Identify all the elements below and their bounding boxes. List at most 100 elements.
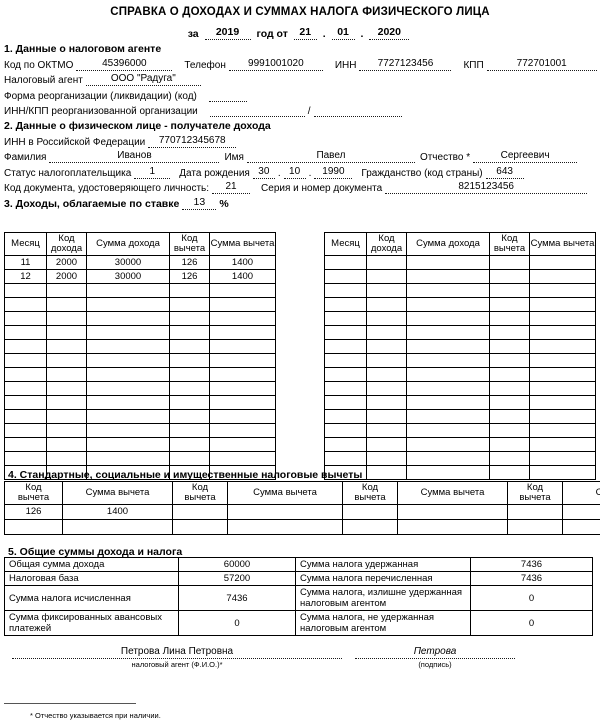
table-cell[interactable] [366,269,407,284]
table-row[interactable] [4,381,276,396]
table-row[interactable]: 126 1400 [4,504,600,520]
table-row[interactable] [4,311,276,326]
table-cell[interactable] [324,353,367,368]
table-cell[interactable] [366,451,407,466]
table-cell[interactable]: 30000 [86,255,170,270]
table-cell[interactable] [529,297,596,312]
taxpayer-status-field[interactable]: 1 [134,166,171,179]
table-cell[interactable] [209,339,276,354]
table-cell[interactable]: 1400 [209,255,276,270]
table-cell[interactable] [46,367,87,382]
table-row[interactable] [4,283,276,298]
table-cell[interactable] [489,381,530,396]
table-cell[interactable] [4,367,47,382]
table-cell[interactable] [406,269,490,284]
table-cell[interactable] [489,465,530,480]
totals-left-value[interactable]: 60000 [178,557,296,572]
table-cell[interactable]: 2000 [46,269,87,284]
table-row[interactable] [324,367,596,382]
table-cell[interactable] [169,283,210,298]
totals-left-value[interactable]: 0 [178,610,296,636]
table-cell[interactable] [324,297,367,312]
table-cell[interactable] [489,255,530,270]
table-cell[interactable] [46,437,87,452]
table-cell[interactable] [4,395,47,410]
table-cell[interactable] [529,311,596,326]
table-cell[interactable] [169,367,210,382]
table-cell[interactable] [169,353,210,368]
table-cell[interactable] [529,325,596,340]
table-cell[interactable] [46,423,87,438]
reorg-inn-field[interactable] [209,104,305,117]
table-cell[interactable] [489,325,530,340]
table-cell[interactable] [489,423,530,438]
table-cell[interactable] [324,381,367,396]
table-cell[interactable] [366,409,407,424]
table-cell[interactable] [489,367,530,382]
table-cell[interactable] [489,311,530,326]
table-row[interactable] [324,465,596,480]
period-year-slot[interactable]: 2019 [204,27,251,40]
table-cell[interactable] [406,381,490,396]
table-cell[interactable] [489,437,530,452]
table-cell[interactable] [562,519,600,535]
inn-rf-field[interactable]: 770712345678 [148,135,237,148]
table-cell[interactable] [209,423,276,438]
table-row[interactable] [324,437,596,452]
table-cell[interactable] [406,311,490,326]
table-row[interactable] [4,353,276,368]
table-cell[interactable] [46,395,87,410]
table-cell[interactable] [406,437,490,452]
table-cell[interactable] [397,504,508,520]
table-cell[interactable]: 126 [4,504,63,520]
table-cell[interactable] [46,325,87,340]
table-row[interactable] [324,381,596,396]
citizenship-field[interactable]: 643 [485,166,524,179]
table-cell[interactable] [227,504,343,520]
table-cell[interactable]: 11 [4,255,47,270]
table-row[interactable]: 11 2000 30000 126 1400 [4,255,276,270]
table-cell[interactable] [86,353,170,368]
table-cell[interactable] [209,465,276,480]
table-cell[interactable] [529,395,596,410]
table-cell[interactable] [169,339,210,354]
table-cell[interactable]: 1400 [209,269,276,284]
table-cell[interactable]: 12 [4,269,47,284]
table-cell[interactable] [4,437,47,452]
table-cell[interactable] [406,255,490,270]
table-cell[interactable] [366,395,407,410]
table-cell[interactable] [342,519,398,535]
table-row[interactable] [324,297,596,312]
table-cell[interactable] [4,381,47,396]
table-cell[interactable] [366,353,407,368]
totals-right-value[interactable]: 7436 [470,571,593,586]
table-cell[interactable] [4,339,47,354]
table-row[interactable]: 12 2000 30000 126 1400 [4,269,276,284]
surname-field[interactable]: Иванов [49,150,220,163]
table-cell[interactable] [4,451,47,466]
table-cell[interactable] [324,269,367,284]
table-row[interactable] [4,325,276,340]
table-cell[interactable] [4,297,47,312]
table-cell[interactable] [169,423,210,438]
table-cell[interactable] [4,409,47,424]
table-row[interactable] [4,367,276,382]
table-cell[interactable] [406,297,490,312]
table-cell[interactable] [529,339,596,354]
table-cell[interactable] [324,339,367,354]
table-cell[interactable] [169,409,210,424]
table-row[interactable] [324,255,596,270]
reorg-kpp-field[interactable] [313,104,402,117]
table-cell[interactable]: 126 [169,255,210,270]
table-cell[interactable]: 126 [169,269,210,284]
table-cell[interactable] [529,367,596,382]
table-row[interactable] [324,325,596,340]
table-cell[interactable] [86,339,170,354]
table-row[interactable] [324,451,596,466]
table-cell[interactable]: 2000 [46,255,87,270]
table-cell[interactable] [529,451,596,466]
table-cell[interactable] [397,519,508,535]
table-cell[interactable] [406,339,490,354]
table-cell[interactable] [86,297,170,312]
table-cell[interactable] [209,409,276,424]
